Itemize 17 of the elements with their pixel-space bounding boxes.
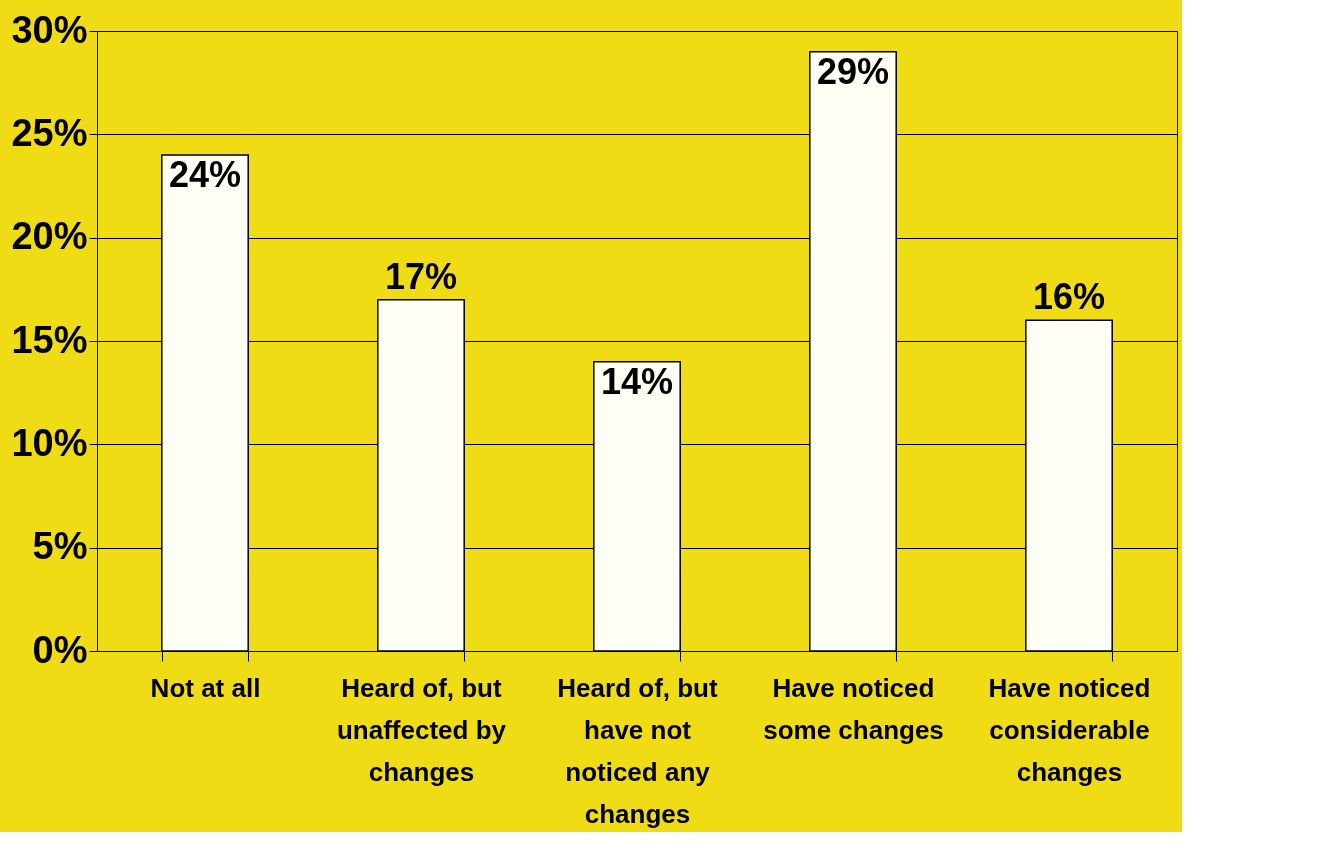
data-label: 16% <box>1032 276 1106 318</box>
data-label: 17% <box>384 255 458 297</box>
y-tick-label: 10% <box>11 421 88 464</box>
data-label: 14% <box>600 360 674 402</box>
x-tick-label: Not at all <box>150 672 261 703</box>
y-tick-label: 15% <box>11 318 88 361</box>
data-label: 29% <box>816 50 890 92</box>
x-tick-label: Heard of, but unaffected by changes <box>336 672 507 787</box>
y-tick-label: 25% <box>11 111 88 154</box>
x-tick-label: Heard of, but have not noticed any changes <box>557 672 718 829</box>
data-label: 24% <box>168 154 242 195</box>
x-tick-label: Have noticed some changes <box>763 672 944 745</box>
y-tick-label: 5% <box>32 525 88 568</box>
y-tick-label: 0% <box>32 628 88 671</box>
y-tick-label: 30% <box>11 8 88 51</box>
x-tick-label: Have noticed considerable changes <box>988 672 1151 787</box>
y-tick-label: 20% <box>11 215 88 258</box>
